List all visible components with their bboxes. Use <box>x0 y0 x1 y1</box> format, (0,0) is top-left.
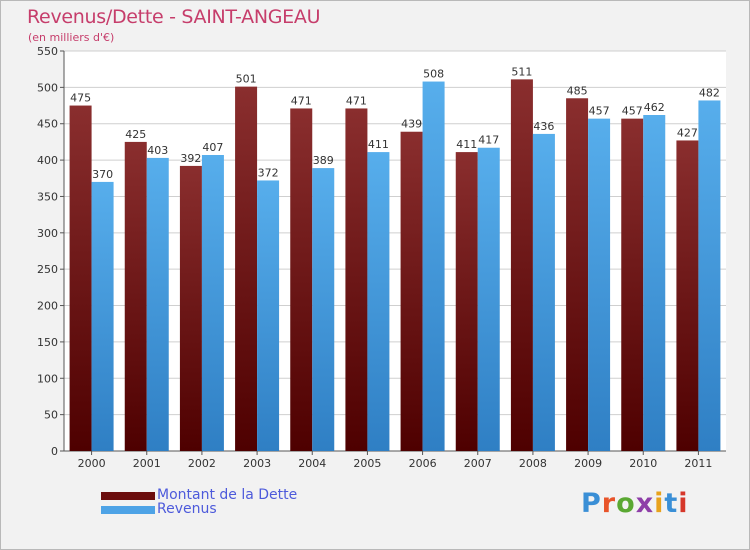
data-label-debt: 392 <box>180 152 201 165</box>
bar-revenus <box>91 181 114 451</box>
x-tick-label: 2008 <box>519 457 547 470</box>
bar-debt <box>676 140 699 452</box>
bar-debt <box>400 131 423 451</box>
data-label-debt: 427 <box>677 126 698 139</box>
data-label-revenus: 462 <box>644 101 665 114</box>
data-label-revenus: 389 <box>313 154 334 167</box>
bar-debt <box>235 86 258 452</box>
data-label-debt: 471 <box>291 94 312 107</box>
data-label-debt: 485 <box>567 84 588 97</box>
bar-revenus <box>422 81 445 451</box>
bar-revenus <box>201 155 224 451</box>
y-tick-label: 350 <box>37 190 58 203</box>
legend-label-revenus: Revenus <box>157 501 217 517</box>
data-label-revenus: 508 <box>423 68 444 81</box>
bar-revenus <box>532 133 555 451</box>
data-label-revenus: 407 <box>202 141 223 154</box>
data-label-debt: 457 <box>622 105 643 118</box>
bar-revenus <box>588 118 611 452</box>
chart-title: Revenus/Dette - SAINT-ANGEAU <box>27 6 321 28</box>
grid-lines <box>64 50 726 452</box>
y-tick-label: 550 <box>37 45 58 58</box>
logo-letter: i <box>654 488 665 519</box>
x-tick-label: 2001 <box>133 457 161 470</box>
y-tick-label: 400 <box>37 154 58 167</box>
data-label-revenus: 436 <box>533 120 554 133</box>
bar-revenus <box>146 157 169 451</box>
legend-swatch-debt <box>101 492 155 500</box>
x-tick-label: 2011 <box>684 457 712 470</box>
logo-letter: r <box>601 488 617 519</box>
data-label-revenus: 417 <box>478 134 499 147</box>
bar-debt <box>179 165 202 451</box>
chart-subtitle: (en milliers d'€) <box>28 31 115 44</box>
x-tick-label: 2000 <box>78 457 106 470</box>
axes: 0 50 100 150 200 250 300 350 400 450 500 550 2000 200… <box>37 45 726 470</box>
data-label-revenus: 403 <box>147 144 168 157</box>
x-tick-label: 2006 <box>409 457 437 470</box>
x-tick-label: 2005 <box>353 457 381 470</box>
y-tick-label: 450 <box>37 118 58 131</box>
proxiti-logo: Proxiti <box>581 488 689 519</box>
data-label-revenus: 482 <box>699 86 720 99</box>
bar-revenus <box>257 180 280 452</box>
bar-revenus <box>312 168 335 451</box>
data-label-revenus: 457 <box>589 105 610 118</box>
bar-debt <box>566 98 589 451</box>
bars <box>69 79 721 452</box>
data-label-debt: 471 <box>346 94 367 107</box>
data-label-debt: 511 <box>511 65 532 78</box>
bar-debt <box>124 141 147 451</box>
data-label-debt: 425 <box>125 128 146 141</box>
x-tick-label: 2009 <box>574 457 602 470</box>
data-label-debt: 475 <box>70 92 91 105</box>
x-tick-label: 2010 <box>629 457 657 470</box>
y-tick-label: 500 <box>37 81 58 94</box>
logo-letter: P <box>581 488 602 519</box>
legend-label-debt: Montant de la Dette <box>157 487 298 503</box>
data-label-debt: 411 <box>456 138 477 151</box>
bar-debt <box>510 79 533 451</box>
y-tick-label: 150 <box>37 336 58 349</box>
x-tick-label: 2007 <box>464 457 492 470</box>
legend-swatch-revenus <box>101 506 155 514</box>
logo-letter: x <box>635 488 655 519</box>
y-tick-label: 300 <box>37 227 58 240</box>
x-tick-label: 2003 <box>243 457 271 470</box>
y-tick-label: 200 <box>37 300 58 313</box>
logo-letter: i <box>678 488 689 519</box>
bar-debt <box>290 108 313 452</box>
y-tick-label: 50 <box>44 409 58 422</box>
bar-debt <box>69 105 92 451</box>
y-tick-label: 0 <box>51 445 58 458</box>
x-tick-label: 2004 <box>298 457 326 470</box>
logo-letter: o <box>616 488 636 519</box>
bar-debt <box>621 118 644 452</box>
data-label-revenus: 411 <box>368 138 389 151</box>
data-label-debt: 501 <box>236 73 257 86</box>
bar-revenus <box>367 152 390 451</box>
data-label-debt: 439 <box>401 118 422 131</box>
bar-debt <box>345 108 368 452</box>
y-tick-label: 100 <box>37 372 58 385</box>
bar-revenus <box>643 115 666 451</box>
data-label-revenus: 370 <box>92 168 113 181</box>
plot-area <box>64 51 726 451</box>
bar-revenus <box>698 100 721 452</box>
data-label-revenus: 372 <box>258 166 279 179</box>
bar-debt <box>455 152 478 451</box>
logo-letter: t <box>664 488 679 519</box>
x-tick-label: 2002 <box>188 457 216 470</box>
bar-revenus <box>477 147 500 451</box>
y-tick-label: 250 <box>37 263 58 276</box>
